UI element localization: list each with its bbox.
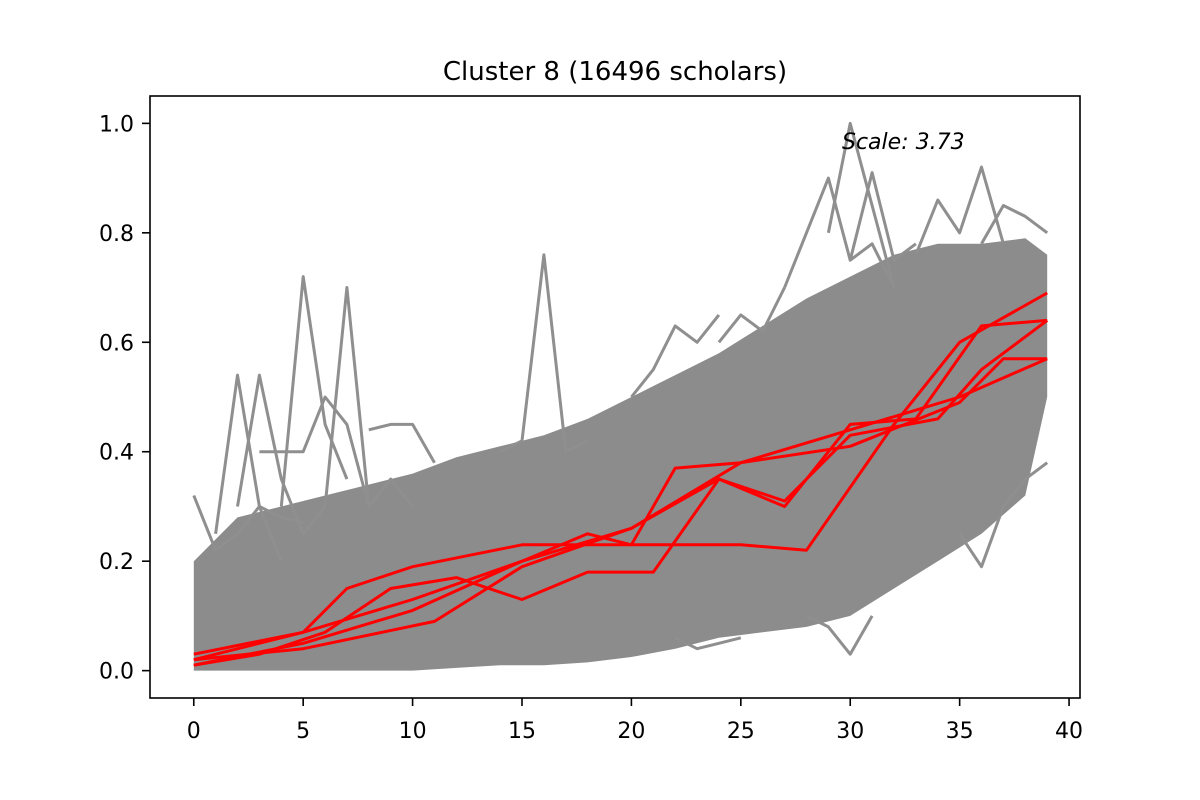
scale-annotation: Scale: 3.73: [842, 130, 965, 155]
gray-series-line: [848, 171, 917, 262]
red-series-line: [193, 357, 1048, 662]
gray-series-line: [192, 494, 304, 552]
red-series-line: [193, 357, 1048, 656]
y-tick-label: 0.8: [99, 222, 134, 247]
gray-series-line: [783, 176, 896, 289]
red-series-layer: [193, 291, 1049, 667]
gray-series-layer: [192, 121, 1049, 656]
x-tick-label: 30: [836, 719, 864, 744]
x-tick-label: 40: [1055, 719, 1083, 744]
y-tick-label: 1.0: [99, 112, 134, 137]
red-series-line: [193, 291, 1048, 667]
gray-band-layer: [193, 238, 1048, 671]
y-tick-label: 0.0: [99, 660, 134, 685]
y-axis: 0.0 0.2 0.4 0.6 0.8 1.0: [99, 112, 150, 685]
gray-series-line: [674, 636, 742, 651]
plot-frame: [149, 95, 1081, 699]
gray-series-line: [717, 286, 786, 344]
y-tick-label: 0.4: [99, 441, 134, 466]
gray-series-line: [259, 395, 371, 507]
x-tick-label: 15: [508, 719, 536, 744]
gray-series-line: [279, 275, 349, 507]
x-tick-label: 25: [727, 719, 755, 744]
gray-series-line: [499, 253, 589, 454]
x-tick-label: 20: [617, 719, 645, 744]
gray-band: [193, 238, 1048, 671]
gray-series-line: [236, 373, 327, 536]
gray-series-line: [958, 461, 1049, 569]
x-tick-label: 10: [399, 719, 427, 744]
x-axis: 0 5 10 15 20 25 30 35 40: [187, 698, 1083, 744]
y-tick-label: 0.2: [99, 550, 134, 575]
chart-title: Cluster 8 (16496 scholars): [443, 57, 787, 87]
gray-series-line: [826, 121, 896, 288]
red-series-line: [193, 319, 1049, 662]
x-tick-label: 5: [296, 719, 310, 744]
y-tick-label: 0.6: [99, 331, 134, 356]
x-tick-label: 35: [946, 719, 974, 744]
red-series-line: [193, 318, 1048, 667]
gray-series-line: [980, 204, 1049, 245]
gray-series-line: [630, 313, 721, 398]
x-tick-label: 0: [187, 719, 201, 744]
gray-series-line: [914, 165, 1005, 256]
gray-series-line: [323, 286, 414, 508]
gray-series-line: [805, 614, 874, 656]
gray-series-line: [368, 422, 436, 464]
